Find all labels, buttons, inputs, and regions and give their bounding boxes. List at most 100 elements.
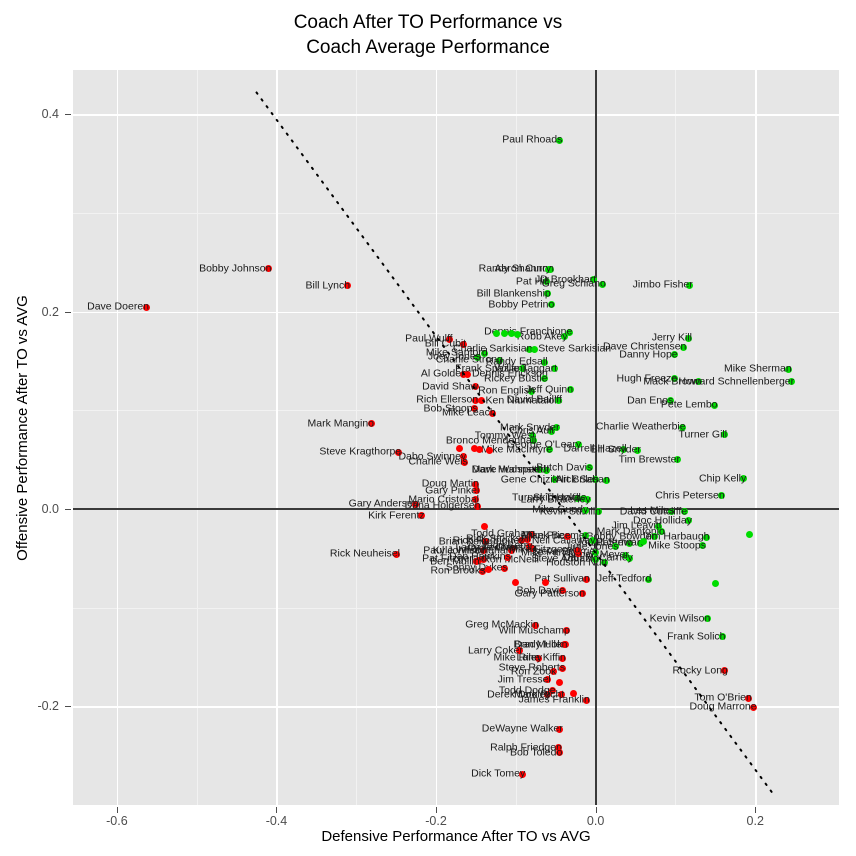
point-label: Bob Toledo xyxy=(509,746,563,759)
y-tick-label: 0.4 xyxy=(41,107,59,122)
grid-line-minor-x xyxy=(675,70,677,805)
x-tick-mark xyxy=(755,807,757,813)
data-point[interactable] xyxy=(530,345,538,353)
point-label: Nick Saban xyxy=(556,473,610,486)
point-label: Charlie Sarkisian xyxy=(453,342,533,355)
point-label: Kirk Ferentz xyxy=(368,509,425,522)
point-label: Sonny Dykes xyxy=(445,561,508,574)
data-point[interactable] xyxy=(541,578,549,586)
point-label: Gene Chizik xyxy=(500,473,558,486)
reference-line-vertical xyxy=(594,70,597,805)
y-axis-label: Offensive Performance After TO vs AVG xyxy=(14,295,31,561)
grid-line-minor-y xyxy=(73,213,839,215)
point-label: Bobby Johnson xyxy=(199,262,272,275)
point-label: Doug Marrone xyxy=(689,700,757,713)
point-label: Mike Gundy xyxy=(532,503,589,516)
point-label: Danny Hope xyxy=(619,348,678,361)
data-point[interactable] xyxy=(785,365,793,373)
point-label: Charlie Weatherbie xyxy=(595,420,686,433)
x-axis-label: Defensive Performance After TO vs AVG xyxy=(321,828,591,845)
point-label: Willie Taggart xyxy=(494,362,558,375)
grid-line-x xyxy=(276,70,278,805)
point-label: Bob Davie xyxy=(516,584,566,597)
data-point[interactable] xyxy=(711,580,719,587)
y-tick-mark xyxy=(65,509,71,511)
x-tick-label: -0.2 xyxy=(425,814,447,828)
y-tick-mark xyxy=(65,706,71,708)
x-tick-mark xyxy=(595,807,597,813)
point-label: Dana Holgersen xyxy=(404,499,481,512)
x-tick-label: -0.4 xyxy=(265,814,288,828)
point-label: Turner Gill xyxy=(678,428,728,441)
data-point[interactable] xyxy=(478,397,486,405)
point-label: Butch Davis xyxy=(536,461,593,474)
point-label: George O'Leary xyxy=(506,438,582,451)
grid-line-minor-y xyxy=(73,607,839,609)
data-point[interactable] xyxy=(142,303,150,311)
grid-line-minor-x xyxy=(196,70,198,805)
point-label: Bill Lynch xyxy=(305,279,351,292)
point-label: Chip Kelly xyxy=(698,472,747,485)
point-label: Bobby Petrino xyxy=(488,298,555,311)
data-point[interactable] xyxy=(555,679,563,687)
point-label: Mark Mangino xyxy=(307,417,375,430)
data-point[interactable] xyxy=(512,578,520,586)
y-tick-label: -0.2 xyxy=(37,699,59,714)
y-tick-mark xyxy=(65,114,71,116)
point-label: Mike Fitzgerald xyxy=(509,543,581,556)
x-tick-label: 0.0 xyxy=(586,814,605,828)
point-label: Greg McMackin xyxy=(465,618,539,631)
point-label: Rick Neuheisel xyxy=(329,547,400,560)
x-tick-label: 0.2 xyxy=(746,814,764,828)
point-label: Howard Schnellenberger xyxy=(678,375,795,388)
point-label: Pete Lembo xyxy=(660,398,718,411)
y-tick-label: 0.0 xyxy=(41,502,59,517)
point-label: Jeff Quinn xyxy=(525,383,574,396)
grid-line-y xyxy=(73,114,839,116)
point-label: Mark Snyder xyxy=(500,421,560,434)
point-label: Houston Nutt xyxy=(546,556,608,569)
point-label: Paul Rhoads xyxy=(502,133,563,146)
point-label: Frank Solich xyxy=(667,630,726,643)
grid-line-x xyxy=(755,70,757,805)
point-label: Chris Petersen xyxy=(655,489,725,502)
point-label: Steve Kragthorpe xyxy=(319,445,402,458)
data-point[interactable] xyxy=(746,530,754,538)
point-label: Mike Sherman xyxy=(724,362,792,375)
point-label: Kevin Wilson xyxy=(649,612,711,625)
data-point[interactable] xyxy=(485,565,493,573)
point-label: Larry Coker xyxy=(467,644,523,657)
point-label: David Shaw xyxy=(422,380,479,393)
chart-title: Coach After TO Performance vs Coach Aver… xyxy=(293,12,563,58)
point-label: Steve Sarkisian xyxy=(538,342,612,355)
x-tick-mark xyxy=(276,807,278,813)
y-tick-mark xyxy=(65,311,71,313)
grid-line-y xyxy=(73,311,839,314)
point-label: Rocky Long xyxy=(672,664,728,677)
data-point[interactable] xyxy=(787,378,795,386)
point-label: Mike Leach xyxy=(442,406,496,419)
y-tick-label: 0.2 xyxy=(41,304,59,319)
point-label: Jeff Tedford xyxy=(596,572,652,585)
point-label: DeWayne Walker xyxy=(481,722,563,735)
x-tick-mark xyxy=(436,807,438,813)
data-point[interactable] xyxy=(513,330,521,338)
point-label: David Bailiff xyxy=(506,393,562,406)
data-point[interactable] xyxy=(569,689,577,697)
grid-line-minor-x xyxy=(356,70,358,805)
point-label: Charlie Weis xyxy=(408,455,468,468)
x-tick-label: -0.6 xyxy=(106,814,128,828)
point-label: Jimbo Fisher xyxy=(632,278,693,291)
grid-line-x xyxy=(116,70,119,805)
point-label: Dave Doeren xyxy=(87,300,149,313)
grid-line-x xyxy=(436,70,438,805)
point-label: Dick Tomey xyxy=(471,767,526,780)
point-label: Tim Brewster xyxy=(618,453,681,466)
data-point[interactable] xyxy=(640,538,647,546)
point-label: Greg Schiano xyxy=(541,277,606,290)
plot-panel: Dave Doeren Bobby Johnson Bill Lynch Mark M… xyxy=(73,70,839,805)
point-label: James Franklin xyxy=(518,693,590,706)
point-label: Mike Stoops xyxy=(648,539,706,552)
point-label: Mike Price xyxy=(521,529,571,542)
